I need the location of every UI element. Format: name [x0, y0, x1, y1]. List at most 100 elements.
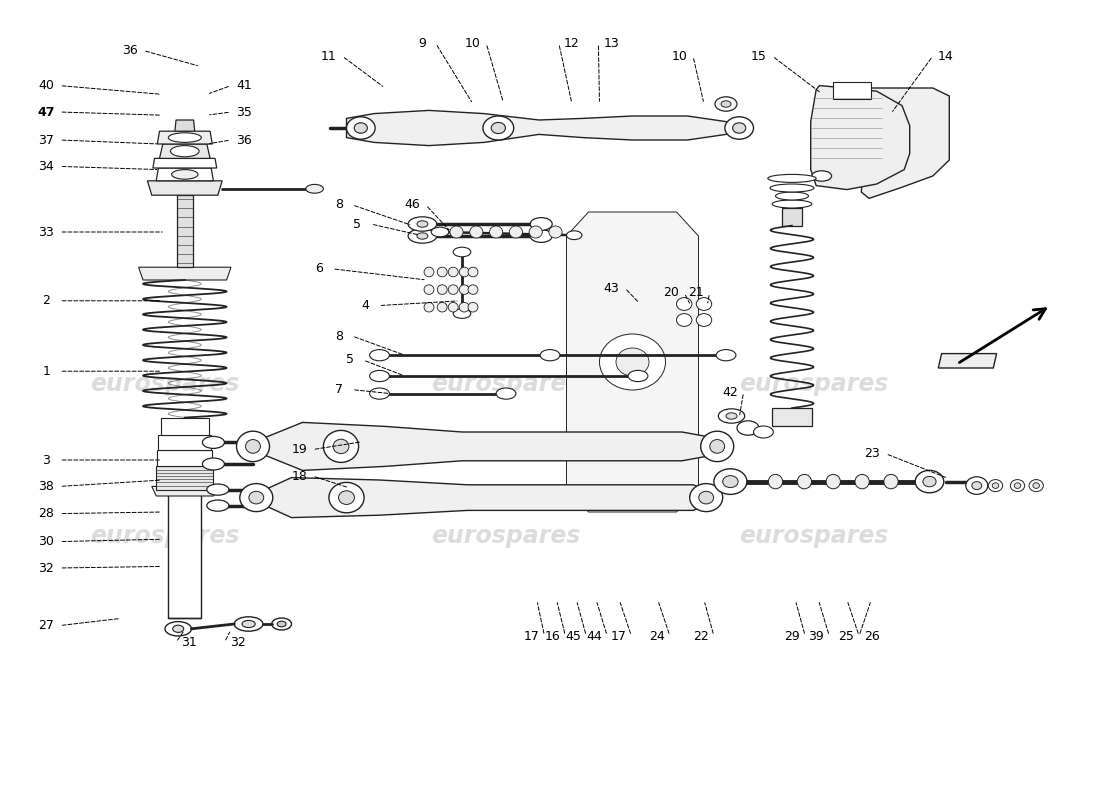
Text: 10: 10 — [672, 50, 688, 62]
Text: 5: 5 — [353, 218, 362, 230]
Ellipse shape — [769, 474, 783, 489]
Ellipse shape — [723, 475, 738, 487]
Ellipse shape — [450, 226, 463, 238]
Text: 12: 12 — [564, 37, 580, 50]
Text: 7: 7 — [334, 383, 343, 396]
Polygon shape — [566, 212, 698, 512]
Ellipse shape — [438, 267, 447, 277]
Polygon shape — [139, 267, 231, 280]
Ellipse shape — [716, 350, 736, 361]
Polygon shape — [168, 488, 201, 618]
Ellipse shape — [460, 285, 470, 294]
Polygon shape — [177, 195, 192, 267]
Text: 32: 32 — [39, 562, 54, 574]
Polygon shape — [346, 110, 748, 146]
Text: 40: 40 — [39, 79, 54, 92]
Polygon shape — [253, 422, 726, 470]
Ellipse shape — [272, 618, 292, 630]
Polygon shape — [175, 120, 195, 131]
Ellipse shape — [417, 233, 428, 239]
Text: 9: 9 — [418, 37, 427, 50]
Ellipse shape — [566, 231, 582, 240]
Ellipse shape — [676, 298, 692, 310]
Ellipse shape — [490, 226, 503, 238]
Ellipse shape — [701, 431, 734, 462]
Ellipse shape — [714, 469, 747, 494]
Ellipse shape — [438, 302, 447, 312]
Ellipse shape — [1014, 482, 1021, 488]
Ellipse shape — [417, 221, 428, 227]
Text: 17: 17 — [610, 630, 626, 642]
Ellipse shape — [468, 302, 477, 312]
Text: 6: 6 — [315, 262, 323, 275]
Ellipse shape — [1033, 482, 1039, 488]
Polygon shape — [157, 131, 212, 144]
Polygon shape — [782, 208, 802, 226]
Ellipse shape — [207, 500, 229, 511]
Text: 19: 19 — [292, 443, 307, 456]
Ellipse shape — [776, 192, 808, 200]
Ellipse shape — [245, 439, 261, 454]
Ellipse shape — [470, 226, 483, 238]
Ellipse shape — [236, 431, 270, 462]
Ellipse shape — [768, 174, 816, 182]
Text: 21: 21 — [689, 286, 704, 299]
Text: 20: 20 — [663, 286, 679, 299]
Ellipse shape — [354, 122, 367, 134]
Ellipse shape — [306, 184, 323, 193]
Ellipse shape — [923, 476, 936, 486]
Ellipse shape — [530, 230, 552, 242]
Ellipse shape — [449, 285, 459, 294]
Ellipse shape — [972, 482, 982, 490]
Text: 25: 25 — [838, 630, 854, 642]
Ellipse shape — [249, 491, 264, 504]
Text: 10: 10 — [465, 37, 481, 50]
Text: 41: 41 — [236, 79, 252, 92]
Ellipse shape — [240, 483, 273, 512]
Ellipse shape — [491, 122, 505, 134]
Ellipse shape — [826, 474, 840, 489]
Ellipse shape — [370, 388, 389, 399]
Ellipse shape — [170, 146, 199, 157]
Ellipse shape — [737, 421, 759, 435]
Ellipse shape — [329, 482, 364, 513]
Ellipse shape — [725, 117, 754, 139]
Polygon shape — [156, 466, 213, 490]
Polygon shape — [861, 88, 949, 198]
Text: 8: 8 — [334, 330, 343, 342]
Text: 28: 28 — [39, 507, 54, 520]
Ellipse shape — [496, 388, 516, 399]
Ellipse shape — [172, 170, 198, 179]
Polygon shape — [161, 418, 209, 435]
Text: 44: 44 — [586, 630, 602, 642]
Text: 47: 47 — [37, 106, 55, 118]
Ellipse shape — [207, 484, 229, 495]
Polygon shape — [153, 158, 217, 168]
Ellipse shape — [530, 218, 552, 230]
Text: 4: 4 — [361, 299, 370, 312]
Ellipse shape — [600, 334, 666, 390]
Text: 31: 31 — [182, 636, 197, 649]
Ellipse shape — [628, 370, 648, 382]
Ellipse shape — [449, 302, 459, 312]
Polygon shape — [938, 354, 997, 368]
Ellipse shape — [726, 413, 737, 419]
Polygon shape — [772, 408, 812, 426]
Ellipse shape — [733, 122, 746, 134]
Ellipse shape — [468, 267, 477, 277]
Ellipse shape — [754, 426, 773, 438]
Ellipse shape — [812, 170, 832, 182]
Ellipse shape — [1010, 479, 1025, 491]
Text: 24: 24 — [649, 630, 664, 642]
Text: 46: 46 — [405, 198, 420, 211]
Polygon shape — [158, 435, 211, 450]
Text: 15: 15 — [751, 50, 767, 62]
Text: 45: 45 — [565, 630, 581, 642]
Ellipse shape — [1030, 479, 1044, 491]
Ellipse shape — [696, 314, 712, 326]
Text: 23: 23 — [865, 447, 880, 460]
Ellipse shape — [722, 101, 732, 107]
Ellipse shape — [696, 298, 712, 310]
Ellipse shape — [425, 285, 433, 294]
Ellipse shape — [698, 491, 714, 504]
